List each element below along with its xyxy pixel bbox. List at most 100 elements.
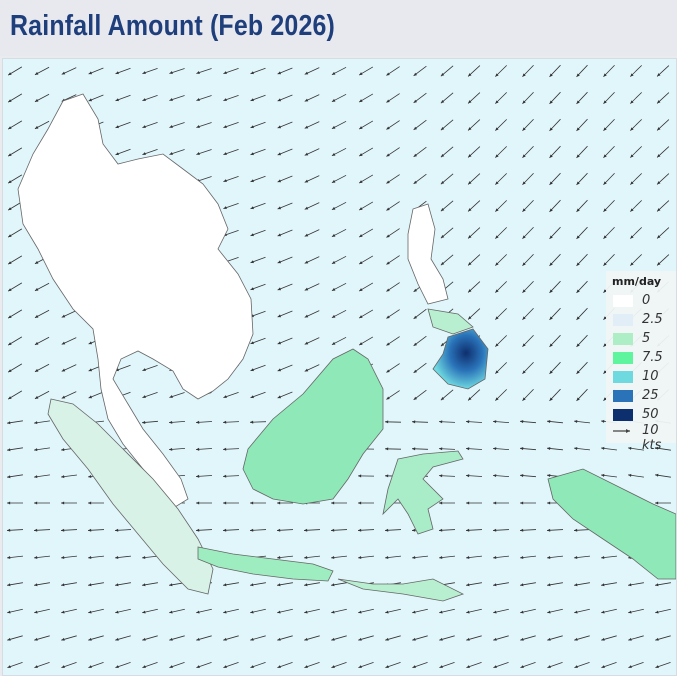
wind-arrowhead <box>358 556 362 560</box>
borneo <box>242 348 384 505</box>
wind-arrowhead <box>304 314 309 318</box>
wind-arrowhead <box>304 260 309 264</box>
wind-arrowhead <box>7 475 11 479</box>
wind-arrowhead <box>223 528 227 532</box>
header-bar: Rainfall Amount (Feb 2026) <box>0 0 677 56</box>
wind-arrowhead <box>142 420 146 424</box>
wind-arrowhead <box>628 610 632 614</box>
wind-arrowhead <box>250 125 254 129</box>
wind-arrowhead <box>304 583 308 587</box>
wind-arrowhead <box>412 556 416 560</box>
wind-arrowhead <box>277 260 282 264</box>
legend-swatch <box>613 371 633 383</box>
wind-arrowhead <box>439 610 443 614</box>
wind-arrowhead <box>250 152 254 156</box>
wind-arrowhead <box>7 610 11 614</box>
wind-arrowhead <box>493 637 497 641</box>
legend-label: 25 <box>642 388 659 403</box>
wind-arrowhead <box>7 448 11 452</box>
wind-arrowhead <box>413 315 418 319</box>
wind-arrowhead <box>576 100 580 104</box>
wind-arrowhead <box>61 501 65 505</box>
wind-arrowhead <box>358 610 362 614</box>
wind-arrowhead <box>331 98 336 102</box>
wind-arrowhead <box>250 665 254 669</box>
wind-arrowhead <box>628 665 632 669</box>
wind-arrowhead <box>304 287 309 291</box>
wind-arrowhead <box>331 583 335 587</box>
wind-arrowhead <box>277 71 282 75</box>
wind-arrowhead <box>277 341 282 345</box>
wind-arrowhead <box>576 127 580 131</box>
wind-arrowhead <box>8 180 12 184</box>
wind-arrowhead <box>385 610 389 614</box>
wind-arrowhead <box>358 637 362 641</box>
wind-arrowhead <box>142 583 146 587</box>
wind-arrowhead <box>8 207 12 211</box>
wind-arrowhead <box>169 125 173 128</box>
wind-arrowhead <box>386 396 390 400</box>
wind-arrowhead <box>88 637 92 641</box>
wind-arrowhead <box>385 474 389 478</box>
wind-arrowhead <box>468 235 472 239</box>
wind-arrowhead <box>549 100 553 104</box>
wind-arrowhead <box>520 583 524 587</box>
wind-arrowhead <box>495 73 499 77</box>
wind-arrowhead <box>250 583 254 587</box>
wind-arrowhead <box>386 234 390 238</box>
wind-arrowhead <box>522 316 526 320</box>
wind-arrowhead <box>468 127 472 131</box>
legend-swatch <box>613 390 633 402</box>
wind-arrowhead <box>223 206 227 210</box>
wind-arrowhead <box>576 235 580 239</box>
legend-swatch <box>613 352 633 364</box>
wind-arrowhead <box>250 528 254 532</box>
wind-arrowhead <box>61 475 65 479</box>
wind-arrowhead <box>277 583 281 587</box>
legend-label: 5 <box>642 331 651 346</box>
wind-arrowhead <box>250 341 254 345</box>
wind-arrowhead <box>331 556 335 560</box>
wind-arrowhead <box>7 501 11 505</box>
wind-arrowhead <box>34 448 38 452</box>
wind-arrowhead <box>250 71 254 75</box>
legend-swatch <box>613 409 633 421</box>
wind-arrowhead <box>630 235 634 239</box>
wind-arrowhead <box>223 420 227 424</box>
wind-arrowhead <box>466 556 470 560</box>
wind-arrowhead <box>576 262 580 266</box>
wind-arrowhead <box>8 234 12 238</box>
wind-arrowhead <box>359 288 363 292</box>
wind-arrowhead <box>8 126 12 130</box>
wind-arrowhead <box>250 287 254 291</box>
legend-label: 7.5 <box>642 350 663 365</box>
wind-arrowhead <box>61 395 66 399</box>
wind-arrowhead <box>331 260 336 264</box>
wind-arrowhead <box>359 261 363 265</box>
java <box>197 546 334 582</box>
wind-arrowhead <box>277 610 281 614</box>
wind-arrowhead <box>520 556 524 560</box>
wind-arrowhead <box>468 397 472 401</box>
wind-arrowhead <box>61 637 65 641</box>
legend-swatch <box>613 333 633 345</box>
wind-arrowhead <box>601 473 605 477</box>
wind-arrowhead <box>88 501 92 505</box>
wind-arrowhead <box>549 154 553 158</box>
wind-arrowhead <box>250 98 254 102</box>
wind-arrowhead <box>413 126 418 130</box>
wind-arrowhead <box>115 152 119 156</box>
timor-lesser-sunda <box>337 578 465 602</box>
wind-arrowhead <box>142 98 146 102</box>
wind-arrowhead <box>331 528 335 532</box>
wind-arrowhead <box>547 665 551 669</box>
wind-arrowhead <box>574 610 578 614</box>
wind-arrowhead <box>277 152 282 156</box>
wind-arrowhead <box>277 233 282 237</box>
wind-arrowhead <box>250 501 254 505</box>
wind-arrowhead <box>250 420 254 424</box>
wind-arrowhead <box>466 474 470 478</box>
wind-arrowhead <box>385 447 389 451</box>
wind-arrowhead <box>603 181 607 185</box>
wind-arrowhead <box>196 474 200 478</box>
